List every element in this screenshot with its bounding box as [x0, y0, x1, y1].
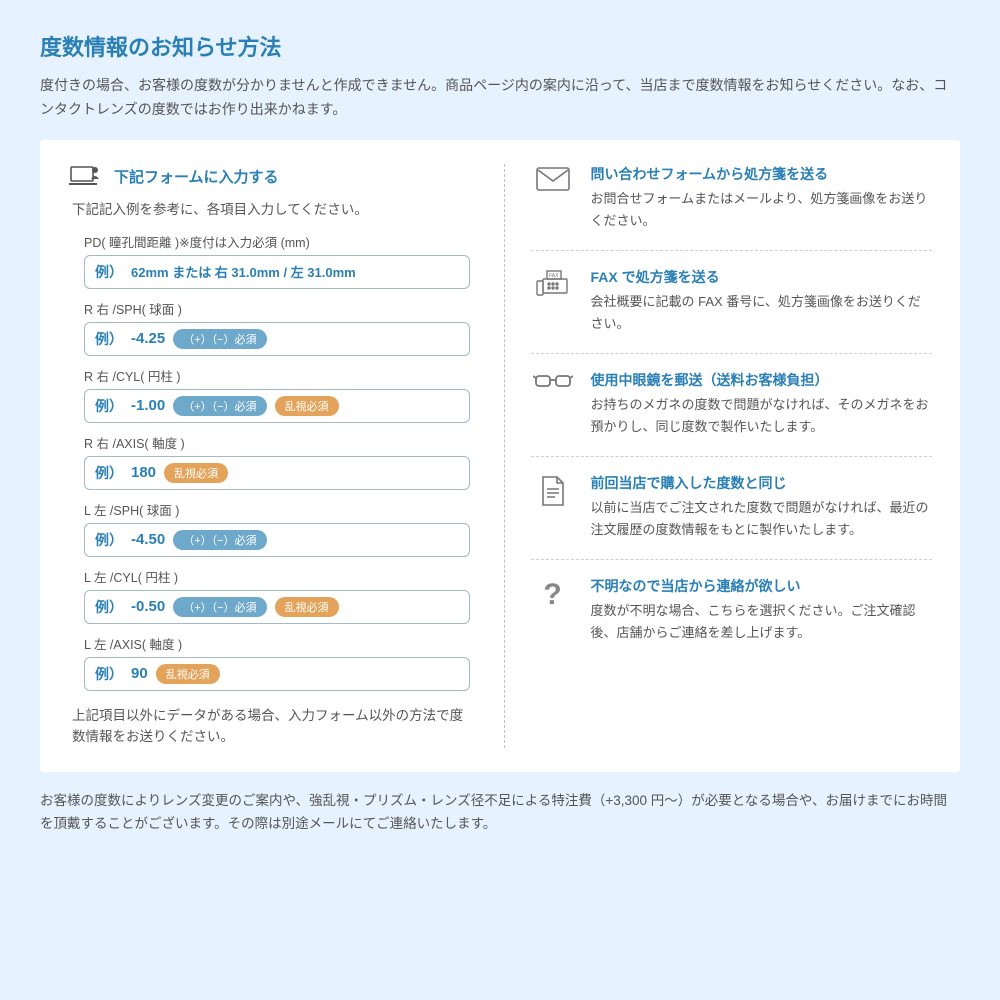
example-prefix: 例）	[95, 396, 123, 416]
page-title: 度数情報のお知らせ方法	[40, 30, 960, 62]
method-title: 前回当店で購入した度数と同じ	[591, 473, 933, 493]
field-r-cyl: R 右 /CYL( 円柱 ) 例） -1.00 （+）（−）必須 乱視必須	[68, 366, 470, 423]
example-prefix: 例）	[95, 664, 123, 684]
field-l-sph: L 左 /SPH( 球面 ) 例） -4.50 （+）（−）必須	[68, 500, 470, 557]
method-inquiry: 問い合わせフォームから処方箋を送る お問合せフォームまたはメールより、処方箋画像…	[531, 164, 933, 251]
example-box: 例） -4.50 （+）（−）必須	[84, 523, 470, 557]
example-box: 例） 90 乱視必須	[84, 657, 470, 691]
method-previous: 前回当店で購入した度数と同じ 以前に当店でご注文された度数で問題がなければ、最近…	[531, 457, 933, 560]
method-desc: お持ちのメガネの度数で問題がなければ、そのメガネをお預かりし、同じ度数で製作いた…	[591, 394, 933, 438]
example-value: 180	[131, 464, 156, 481]
method-desc: 会社概要に記載の FAX 番号に、処方箋画像をお送りください。	[591, 291, 933, 335]
method-fax: FAX FAX で処方箋を送る 会社概要に記載の FAX 番号に、処方箋画像をお…	[531, 251, 933, 354]
form-header: 下記フォームに入力する	[68, 164, 470, 190]
example-value: -4.25	[131, 330, 165, 347]
field-pd: PD( 瞳孔間距離 )※度付は入力必須 (mm) 例） 62mm または 右 3…	[68, 232, 470, 289]
example-box: 例） -4.25 （+）（−）必須	[84, 322, 470, 356]
pill-astigmatism: 乱視必須	[275, 396, 339, 416]
field-label: R 右 /SPH( 球面 )	[84, 299, 470, 318]
methods-column: 問い合わせフォームから処方箋を送る お問合せフォームまたはメールより、処方箋画像…	[504, 164, 933, 748]
form-column: 下記フォームに入力する 下記記入例を参考に、各項目入力してください。 PD( 瞳…	[68, 164, 478, 748]
example-value: -4.50	[131, 531, 165, 548]
example-prefix: 例）	[95, 329, 123, 349]
method-desc: 度数が不明な場合、こちらを選択ください。ご注文確認後、店舗からご連絡を差し上げま…	[591, 600, 933, 644]
example-prefix: 例）	[95, 463, 123, 483]
bottom-note: お客様の度数によりレンズ変更のご案内や、強乱視・プリズム・レンズ径不足による特注…	[40, 790, 960, 836]
method-title: 使用中眼鏡を郵送（送料お客様負担）	[591, 370, 933, 390]
method-desc: 以前に当店でご注文された度数で問題がなければ、最近の注文履歴の度数情報をもとに製…	[591, 497, 933, 541]
form-subdesc: 下記記入例を参考に、各項目入力してください。	[72, 198, 470, 218]
field-label: L 左 /CYL( 円柱 )	[84, 567, 470, 586]
field-label: L 左 /SPH( 球面 )	[84, 500, 470, 519]
example-box: 例） 62mm または 右 31.0mm / 左 31.0mm	[84, 255, 470, 289]
pill-required: （+）（−）必須	[173, 329, 266, 349]
example-prefix: 例）	[95, 530, 123, 550]
pill-astigmatism: 乱視必須	[275, 597, 339, 617]
example-box: 例） -0.50 （+）（−）必須 乱視必須	[84, 590, 470, 624]
method-title: 問い合わせフォームから処方箋を送る	[591, 164, 933, 184]
field-l-axis: L 左 /AXIS( 軸度 ) 例） 90 乱視必須	[68, 634, 470, 691]
laptop-person-icon	[68, 164, 102, 190]
pill-required: （+）（−）必須	[173, 530, 266, 550]
example-value: -0.50	[131, 598, 165, 615]
field-r-sph: R 右 /SPH( 球面 ) 例） -4.25 （+）（−）必須	[68, 299, 470, 356]
method-desc: お問合せフォームまたはメールより、処方箋画像をお送りください。	[591, 188, 933, 232]
pill-astigmatism: 乱視必須	[156, 664, 220, 684]
field-r-axis: R 右 /AXIS( 軸度 ) 例） 180 乱視必須	[68, 433, 470, 490]
form-footer-text: 上記項目以外にデータがある場合、入力フォーム以外の方法で度数情報をお送りください…	[68, 705, 470, 748]
method-unknown: ? 不明なので当店から連絡が欲しい 度数が不明な場合、こちらを選択ください。ご注…	[531, 560, 933, 662]
method-title: FAX で処方箋を送る	[591, 267, 933, 287]
example-prefix: 例）	[95, 262, 123, 282]
question-icon: ?	[531, 576, 575, 644]
form-header-label: 下記フォームに入力する	[114, 166, 279, 187]
pill-required: （+）（−）必須	[173, 597, 266, 617]
example-box: 例） -1.00 （+）（−）必須 乱視必須	[84, 389, 470, 423]
fax-icon: FAX	[531, 267, 575, 335]
example-value: 62mm または 右 31.0mm / 左 31.0mm	[131, 262, 356, 281]
field-l-cyl: L 左 /CYL( 円柱 ) 例） -0.50 （+）（−）必須 乱視必須	[68, 567, 470, 624]
info-card: 下記フォームに入力する 下記記入例を参考に、各項目入力してください。 PD( 瞳…	[40, 140, 960, 772]
field-label: R 右 /AXIS( 軸度 )	[84, 433, 470, 452]
example-box: 例） 180 乱視必須	[84, 456, 470, 490]
svg-text:FAX: FAX	[549, 273, 559, 279]
example-prefix: 例）	[95, 597, 123, 617]
pill-astigmatism: 乱視必須	[164, 463, 228, 483]
example-value: -1.00	[131, 397, 165, 414]
glasses-icon	[531, 370, 575, 438]
field-label: PD( 瞳孔間距離 )※度付は入力必須 (mm)	[84, 232, 470, 251]
field-label: R 右 /CYL( 円柱 )	[84, 366, 470, 385]
method-title: 不明なので当店から連絡が欲しい	[591, 576, 933, 596]
method-mail-glasses: 使用中眼鏡を郵送（送料お客様負担） お持ちのメガネの度数で問題がなければ、そのメ…	[531, 354, 933, 457]
pill-required: （+）（−）必須	[173, 396, 266, 416]
intro-text: 度付きの場合、お客様の度数が分かりませんと作成できません。商品ページ内の案内に沿…	[40, 74, 960, 122]
document-icon	[531, 473, 575, 541]
envelope-icon	[531, 164, 575, 232]
field-label: L 左 /AXIS( 軸度 )	[84, 634, 470, 653]
example-value: 90	[131, 665, 148, 682]
